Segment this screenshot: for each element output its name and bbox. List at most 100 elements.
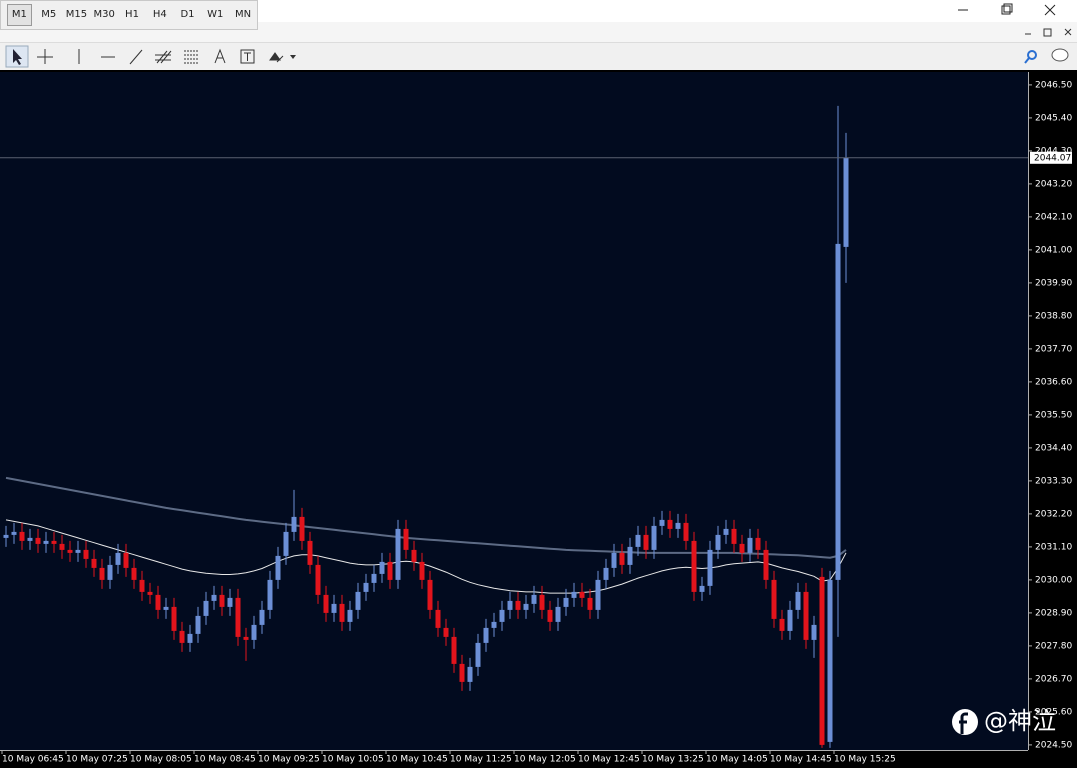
candle-body bbox=[387, 561, 393, 580]
candle-body bbox=[603, 567, 609, 580]
shapes-tool[interactable] bbox=[269, 52, 284, 63]
restore-button-back bbox=[1003, 3, 1013, 13]
channel-tool[interactable] bbox=[155, 50, 172, 64]
candle-body bbox=[539, 594, 545, 610]
moving-average-line bbox=[5, 476, 847, 559]
candle-body bbox=[587, 597, 593, 610]
shapes-dropdown[interactable] bbox=[290, 55, 296, 59]
candle-body bbox=[355, 591, 361, 610]
candle-body bbox=[123, 552, 129, 568]
timeframe-button[interactable]: MN bbox=[235, 9, 252, 20]
y-tick-label: 2041.00 bbox=[1035, 245, 1072, 255]
x-tick-label: 10 May 14:05 bbox=[706, 755, 768, 765]
timeframe-button[interactable]: H1 bbox=[125, 9, 139, 20]
timeframe-button[interactable]: D1 bbox=[180, 9, 195, 20]
y-tick-label: 2031.10 bbox=[1035, 542, 1072, 552]
candle-body bbox=[459, 663, 465, 682]
candle-body bbox=[307, 540, 313, 565]
candle-body bbox=[43, 540, 49, 544]
candle-body bbox=[779, 618, 785, 631]
candle-body bbox=[3, 534, 9, 538]
y-tick-label: 2044.30 bbox=[1035, 146, 1072, 156]
y-tick-label: 2042.10 bbox=[1035, 212, 1072, 222]
search-button[interactable] bbox=[1027, 50, 1037, 60]
candle-body bbox=[491, 621, 497, 628]
y-tick-label: 2046.50 bbox=[1035, 80, 1072, 90]
candle-body bbox=[819, 576, 825, 745]
plot-area bbox=[0, 72, 1028, 750]
timeframe-button[interactable]: M30 bbox=[93, 9, 115, 20]
close-button[interactable] bbox=[1044, 4, 1056, 16]
x-tick-label: 10 May 15:25 bbox=[834, 755, 896, 765]
menu-bar bbox=[0, 22, 1077, 43]
candle-body bbox=[323, 594, 329, 613]
candle-body bbox=[787, 609, 793, 631]
candle-body bbox=[315, 564, 321, 595]
trendline-tool[interactable] bbox=[129, 49, 143, 65]
x-tick-label: 10 May 11:25 bbox=[450, 755, 512, 765]
child-close[interactable] bbox=[1064, 28, 1072, 36]
candle-body bbox=[723, 528, 729, 535]
candle-body bbox=[731, 528, 737, 544]
chat-button[interactable] bbox=[1051, 48, 1069, 62]
timeframe-button[interactable]: M1 bbox=[7, 4, 32, 26]
timeframe-button[interactable]: M15 bbox=[65, 9, 88, 20]
candle-body bbox=[163, 606, 169, 610]
candle-body bbox=[403, 528, 409, 550]
fibo-tool[interactable] bbox=[184, 50, 198, 64]
x-tick-label: 10 May 12:05 bbox=[514, 755, 576, 765]
candle-body bbox=[91, 558, 97, 568]
y-tick-label: 2039.90 bbox=[1035, 278, 1072, 288]
crosshair-tool[interactable] bbox=[37, 49, 53, 64]
y-tick-label: 2038.80 bbox=[1035, 311, 1072, 321]
candle-body bbox=[763, 549, 769, 580]
candle-body bbox=[171, 606, 177, 631]
x-tick-label: 10 May 10:45 bbox=[386, 755, 448, 765]
timeframe-toolbar: M1 M5 M15 M30 H1 H4 D1 W1 MN bbox=[0, 0, 258, 30]
candle-body bbox=[699, 585, 705, 592]
candle-body bbox=[259, 609, 265, 625]
candle-body bbox=[515, 600, 521, 610]
candle-body bbox=[147, 591, 153, 595]
label-tool[interactable] bbox=[240, 49, 255, 64]
candle-body bbox=[211, 594, 217, 601]
candle-body bbox=[451, 636, 457, 664]
x-tick-label: 10 May 12:45 bbox=[578, 755, 640, 765]
restore-button[interactable] bbox=[1001, 5, 1011, 15]
timeframe-button[interactable]: W1 bbox=[207, 9, 224, 20]
candle-body bbox=[75, 549, 81, 553]
candle-body bbox=[595, 579, 601, 610]
candle-body bbox=[227, 597, 233, 607]
candle-body bbox=[803, 591, 809, 640]
candle-body bbox=[795, 591, 801, 610]
candle-body bbox=[707, 549, 713, 586]
candle-body bbox=[187, 633, 193, 643]
cursor-icon bbox=[13, 49, 22, 65]
candle-body bbox=[843, 157, 849, 247]
y-tick-label: 2027.80 bbox=[1035, 641, 1072, 651]
child-restore[interactable] bbox=[1043, 28, 1052, 37]
candle-body bbox=[443, 627, 449, 637]
current-price-box bbox=[1030, 151, 1072, 164]
candle-body bbox=[35, 537, 41, 544]
candle-body bbox=[203, 600, 209, 616]
y-tick-label: 2035.50 bbox=[1035, 410, 1072, 420]
candle-body bbox=[139, 579, 145, 592]
label-glyph bbox=[244, 52, 251, 61]
candle-body bbox=[363, 582, 369, 592]
x-tick-label: 10 May 06:45 bbox=[2, 755, 64, 765]
y-tick-label: 2045.40 bbox=[1035, 113, 1072, 123]
candle-body bbox=[395, 528, 401, 580]
text-tool[interactable] bbox=[214, 48, 226, 64]
search-handle bbox=[1024, 57, 1030, 64]
candle-body bbox=[155, 594, 161, 610]
candle-body bbox=[251, 624, 257, 640]
candle-body bbox=[619, 552, 625, 565]
candle-body bbox=[811, 624, 817, 640]
timeframe-button[interactable]: M5 bbox=[41, 9, 57, 20]
candle-body bbox=[27, 537, 33, 541]
drawing-toolbar bbox=[0, 43, 1077, 71]
candle-body bbox=[475, 642, 481, 667]
timeframe-button[interactable]: H4 bbox=[152, 9, 167, 20]
